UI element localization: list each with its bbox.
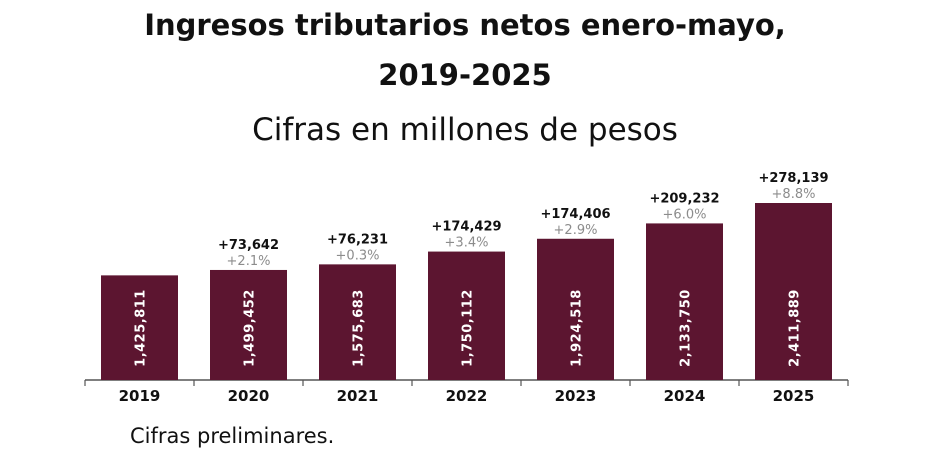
- bar-value-label: 1,750,112: [461, 289, 476, 367]
- x-tick-label: 2025: [773, 387, 815, 405]
- chart-title-line1: Ingresos tributarios netos enero-mayo,: [144, 8, 786, 42]
- bar-2025: [755, 203, 832, 380]
- bar-2021: [319, 264, 396, 380]
- x-tick-label: 2024: [664, 387, 706, 405]
- x-tick-label: 2020: [228, 387, 270, 405]
- bar-2022: [428, 251, 505, 380]
- x-tick-label: 2023: [555, 387, 597, 405]
- change-pct-label: +3.4%: [445, 236, 489, 251]
- chart-subtitle: Cifras en millones de pesos: [252, 112, 678, 148]
- chart-title-line2: 2019-2025: [378, 58, 552, 92]
- change-abs-label: +73,642: [218, 238, 279, 253]
- change-pct-label: +6.0%: [663, 207, 707, 222]
- x-tick-label: 2019: [119, 387, 161, 405]
- bar-value-label: 1,499,452: [243, 289, 258, 367]
- bar-2023: [537, 238, 614, 380]
- bar-2020: [210, 269, 287, 380]
- change-abs-label: +209,232: [649, 191, 719, 206]
- bar-2019: [101, 275, 178, 380]
- change-pct-label: +0.3%: [336, 248, 380, 263]
- change-pct-label: +2.1%: [227, 254, 271, 269]
- x-tick-label: 2022: [446, 387, 488, 405]
- bar-value-label: 2,411,889: [788, 289, 803, 367]
- change-pct-label: +8.8%: [772, 187, 816, 202]
- change-abs-label: +174,406: [540, 207, 610, 222]
- change-pct-label: +2.9%: [554, 223, 598, 238]
- x-tick-label: 2021: [337, 387, 379, 405]
- change-abs-label: +76,231: [327, 232, 388, 247]
- change-abs-label: +174,429: [431, 220, 501, 235]
- bar-value-label: 1,575,683: [352, 289, 367, 367]
- change-abs-label: +278,139: [758, 171, 828, 186]
- bar-2024: [646, 223, 723, 380]
- bar-value-label: 2,133,750: [679, 289, 694, 367]
- bar-value-label: 1,425,811: [134, 289, 149, 367]
- footnote: Cifras preliminares.: [130, 424, 335, 448]
- bar-value-label: 1,924,518: [570, 289, 585, 367]
